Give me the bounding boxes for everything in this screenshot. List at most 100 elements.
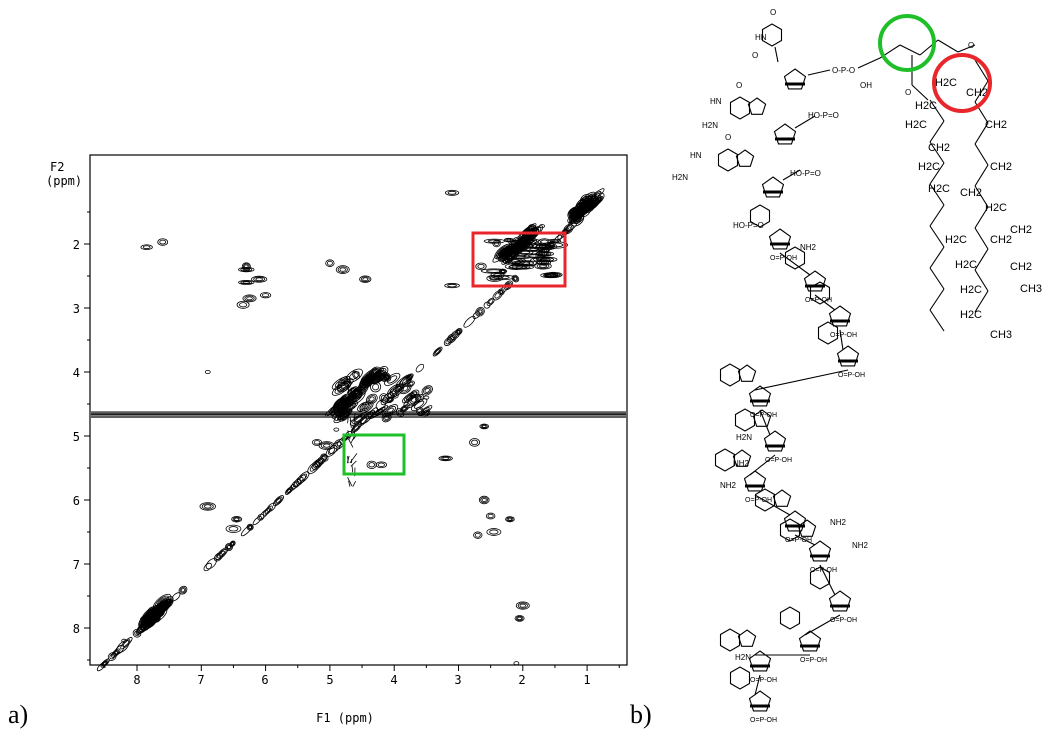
lipid-label: CH2	[966, 87, 988, 99]
streak-mark	[351, 428, 353, 434]
contour-peak	[158, 604, 166, 611]
contour-peak	[370, 381, 382, 393]
contour-peak	[445, 189, 460, 196]
atom-label: NH2	[733, 459, 750, 468]
contour-peak	[380, 373, 390, 382]
contour-peak	[443, 337, 453, 346]
contour-peak	[418, 405, 433, 416]
contour-peak	[320, 453, 329, 462]
bond	[929, 288, 945, 311]
lipid-label: H2C	[960, 309, 982, 321]
contour-peak	[349, 388, 355, 393]
bond	[804, 614, 841, 636]
contour-peak	[503, 280, 514, 291]
lipid-label: CH2	[990, 234, 1012, 246]
x-tick-marks	[104, 665, 620, 671]
contour-peak	[320, 442, 333, 449]
contour-peak	[515, 601, 530, 610]
contour-peak	[364, 375, 375, 384]
green-highlight-circle	[878, 14, 936, 72]
x-tick-label: 7	[197, 673, 204, 687]
contour-peak	[384, 405, 396, 416]
contour-peak	[520, 250, 531, 254]
contour-peak	[421, 385, 433, 396]
contour-peak	[383, 375, 388, 380]
contour-peak	[448, 334, 456, 342]
y-tick-label: 5	[73, 430, 80, 444]
x-tick-label: 6	[261, 673, 268, 687]
contour-peak	[274, 496, 283, 505]
contour-peak	[372, 371, 382, 380]
contour-peak	[522, 236, 537, 245]
contour-peak	[112, 649, 120, 657]
lipid-label: H2C	[918, 161, 940, 173]
contour-peak	[354, 416, 363, 423]
contour-peak	[497, 288, 505, 296]
bond	[899, 44, 921, 56]
atom-label: O	[905, 88, 911, 97]
bond	[974, 227, 989, 250]
bond	[974, 59, 989, 82]
bond	[974, 185, 989, 208]
contour-peak	[333, 427, 340, 432]
contour-peak	[526, 247, 543, 252]
ring	[797, 519, 817, 537]
x-tick-label: 5	[326, 673, 333, 687]
x-tick-label: 3	[454, 673, 461, 687]
streak-mark	[349, 453, 358, 464]
contour-peak	[457, 329, 461, 334]
contour-peak	[248, 525, 252, 529]
atom-label: O=P-OH	[838, 372, 865, 379]
contour-peak	[386, 396, 395, 404]
base-ring	[817, 321, 839, 345]
lipid-label: CH3	[1020, 283, 1042, 295]
base-ring	[779, 518, 801, 542]
contour-peak	[442, 456, 449, 460]
contour-peak	[487, 513, 494, 519]
base-ring	[719, 363, 741, 387]
bond	[814, 294, 836, 311]
contour-peak	[363, 403, 370, 410]
contour-peak	[362, 277, 369, 282]
bond	[974, 122, 989, 145]
ring	[798, 630, 822, 652]
lipid-label: CH2	[990, 161, 1012, 173]
contour-peak	[533, 256, 558, 263]
contour-peak	[352, 414, 365, 424]
streak-mark	[350, 460, 357, 467]
atom-label: O	[968, 41, 974, 50]
bond	[974, 269, 989, 292]
streak-mark	[348, 480, 351, 487]
contour-peak	[433, 347, 442, 356]
contour-peak	[424, 388, 430, 393]
contour-peak	[515, 265, 527, 269]
contour-peak	[322, 443, 331, 448]
streak-mark	[350, 436, 355, 444]
bond	[911, 84, 929, 101]
contour-peak	[503, 237, 514, 243]
bond	[974, 143, 989, 166]
bond	[794, 115, 816, 129]
contour-peak	[585, 198, 594, 206]
contour-peak	[519, 603, 526, 608]
ring	[828, 305, 852, 327]
contour-peak	[236, 300, 250, 309]
bond	[754, 369, 849, 391]
contour-peak	[415, 406, 424, 416]
contour-peak	[335, 265, 350, 274]
atom-label: O=P-OH	[785, 537, 812, 544]
contour-peak	[262, 293, 270, 298]
bond	[782, 169, 801, 181]
contour-peak	[539, 258, 551, 261]
atom-label: HN	[710, 97, 722, 106]
contour-peak	[316, 456, 326, 466]
bond	[974, 206, 989, 229]
base-ring	[809, 281, 831, 305]
contour-peak	[204, 369, 211, 374]
contour-peak	[299, 473, 308, 482]
lipid-chain-labels: H2C CH2 H2C CH2 H2C CH2 H2C CH2 H2C CH2 …	[905, 77, 1042, 341]
contour-peak	[328, 441, 342, 454]
contour-peak	[488, 299, 494, 305]
atom-label: O=P-OH	[810, 567, 837, 574]
contour-peak	[326, 260, 333, 266]
